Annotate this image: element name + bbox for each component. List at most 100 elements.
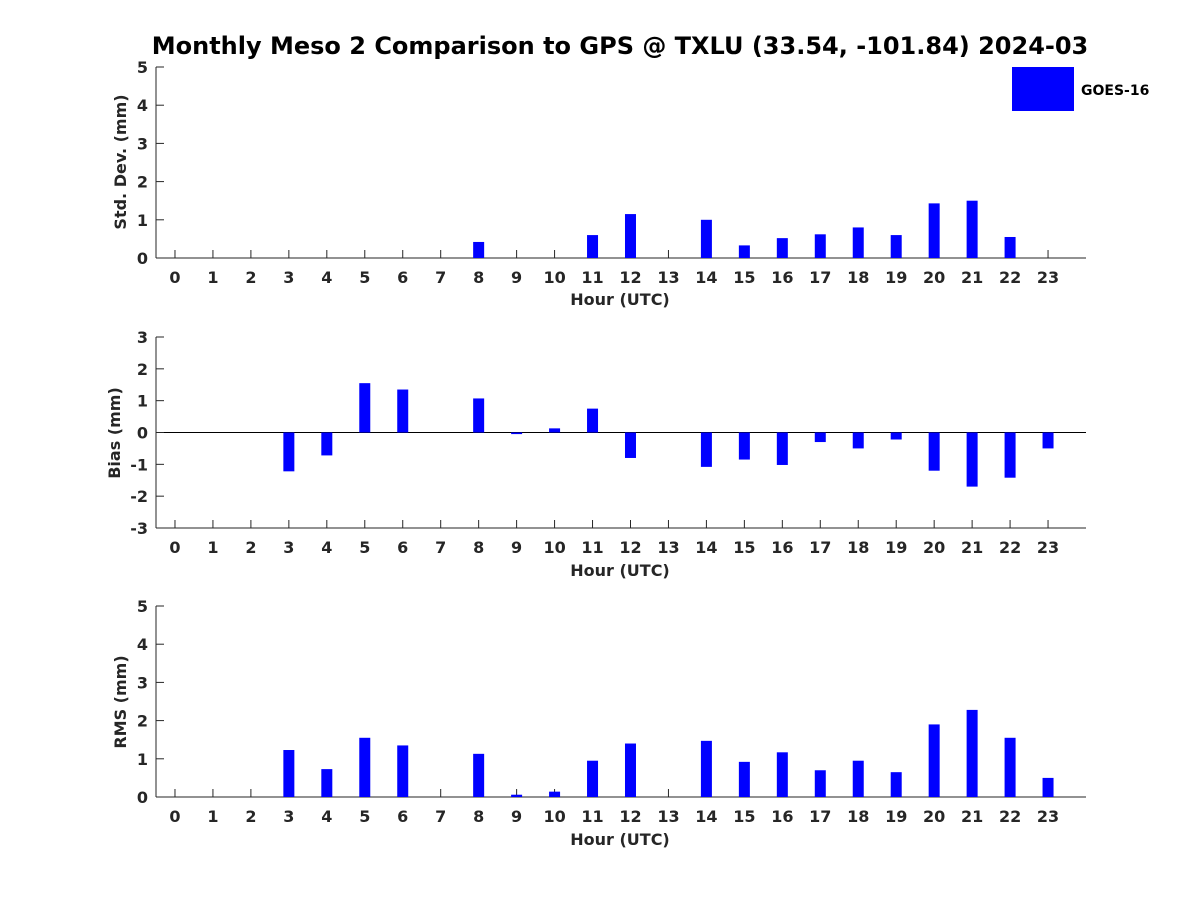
rms-ytick-label: 0 [137, 788, 148, 807]
bias-xtick-label: 13 [657, 538, 679, 557]
bias-bar [1042, 432, 1054, 449]
rms-bar [928, 724, 940, 797]
bias-xtick-label: 8 [473, 538, 484, 557]
rms-xtick-label: 23 [1037, 807, 1059, 826]
bias-bar [473, 398, 485, 433]
rms-bar [738, 761, 750, 797]
std-dev-xtick-label: 4 [321, 268, 332, 287]
rms-bar [587, 760, 599, 797]
bias-bar [359, 383, 371, 433]
rms-bar [700, 740, 712, 797]
std-dev-xtick-label: 21 [961, 268, 983, 287]
bias-bar [852, 432, 864, 449]
bias-ytick-label: 0 [137, 424, 148, 443]
rms-xtick-label: 16 [771, 807, 793, 826]
bias-ytick-label: -1 [130, 455, 148, 474]
rms-xtick-label: 11 [581, 807, 603, 826]
rms-bar [890, 772, 902, 797]
legend-swatch [1012, 67, 1074, 111]
std-dev-bar [1004, 236, 1016, 258]
bias-xtick-label: 15 [733, 538, 755, 557]
bias-bar [738, 432, 750, 460]
bias-xlabel: Hour (UTC) [570, 561, 670, 580]
rms-ytick-label: 5 [137, 597, 148, 616]
rms-bar [283, 750, 295, 797]
chart-title: Monthly Meso 2 Comparison to GPS @ TXLU … [152, 32, 1089, 60]
rms-xtick-label: 21 [961, 807, 983, 826]
rms-bar [624, 743, 636, 797]
std-dev-xtick-label: 10 [543, 268, 565, 287]
rms-xtick-label: 22 [999, 807, 1021, 826]
std-dev-bar [928, 203, 940, 258]
std-dev-xtick-label: 23 [1037, 268, 1059, 287]
std-dev-xtick-label: 12 [619, 268, 641, 287]
std-dev-ytick-label: 3 [137, 134, 148, 153]
rms-xtick-label: 2 [245, 807, 256, 826]
std-dev-xtick-label: 19 [885, 268, 907, 287]
std-dev-xtick-label: 3 [283, 268, 294, 287]
std-dev-xtick-label: 7 [435, 268, 446, 287]
std-dev-ytick-label: 1 [137, 211, 148, 230]
std-dev-xtick-label: 8 [473, 268, 484, 287]
std-dev-xtick-label: 2 [245, 268, 256, 287]
bias-ytick-label: 1 [137, 392, 148, 411]
rms-bar [1042, 777, 1054, 797]
std-dev-xtick-label: 16 [771, 268, 793, 287]
bias-xtick-label: 1 [207, 538, 218, 557]
std-dev-xlabel: Hour (UTC) [570, 290, 670, 309]
bias-xtick-label: 10 [543, 538, 565, 557]
bias-bar [700, 432, 712, 467]
bias-bar [1004, 432, 1016, 478]
std-dev-ytick-label: 5 [137, 58, 148, 77]
rms-bar [321, 769, 333, 797]
bias-bar [966, 432, 978, 487]
std-dev-ytick-label: 2 [137, 173, 148, 192]
bias-ylabel: Bias (mm) [105, 387, 124, 479]
rms-bar [511, 794, 523, 797]
bias-bar [397, 389, 409, 433]
bias-xtick-label: 7 [435, 538, 446, 557]
bias-bar [890, 432, 902, 440]
rms-xtick-label: 6 [397, 807, 408, 826]
rms-xtick-label: 9 [511, 807, 522, 826]
rms-xtick-label: 19 [885, 807, 907, 826]
bias-xtick-label: 22 [999, 538, 1021, 557]
std-dev-xtick-label: 18 [847, 268, 869, 287]
std-dev-bar [890, 235, 902, 258]
std-dev-xtick-label: 17 [809, 268, 831, 287]
std-dev-ytick-label: 4 [137, 96, 148, 115]
std-dev-bar [473, 241, 485, 258]
rms-xtick-label: 17 [809, 807, 831, 826]
rms-xtick-label: 8 [473, 807, 484, 826]
std-dev-xtick-label: 0 [169, 268, 180, 287]
bias-ytick-label: 2 [137, 360, 148, 379]
rms-ytick-label: 2 [137, 712, 148, 731]
bias-ytick-label: -3 [130, 519, 148, 538]
rms-bar [473, 753, 485, 797]
std-dev-bar [624, 214, 636, 258]
bias-xtick-label: 6 [397, 538, 408, 557]
bias-bar [814, 432, 826, 443]
bias-xtick-label: 18 [847, 538, 869, 557]
rms-xtick-label: 15 [733, 807, 755, 826]
bias-xtick-label: 5 [359, 538, 370, 557]
std-dev-xtick-label: 6 [397, 268, 408, 287]
std-dev-xtick-label: 11 [581, 268, 603, 287]
rms-ylabel: RMS (mm) [111, 655, 130, 748]
rms-xtick-label: 12 [619, 807, 641, 826]
rms-xtick-label: 5 [359, 807, 370, 826]
bias-xtick-label: 11 [581, 538, 603, 557]
std-dev-xtick-label: 9 [511, 268, 522, 287]
bias-xtick-label: 19 [885, 538, 907, 557]
std-dev-xtick-label: 22 [999, 268, 1021, 287]
bias-xtick-label: 9 [511, 538, 522, 557]
rms-xtick-label: 18 [847, 807, 869, 826]
rms-ytick-label: 1 [137, 750, 148, 769]
std-dev-xtick-label: 20 [923, 268, 945, 287]
rms-bar [966, 709, 978, 797]
rms-bar [397, 745, 409, 797]
bias-bar [321, 432, 333, 456]
